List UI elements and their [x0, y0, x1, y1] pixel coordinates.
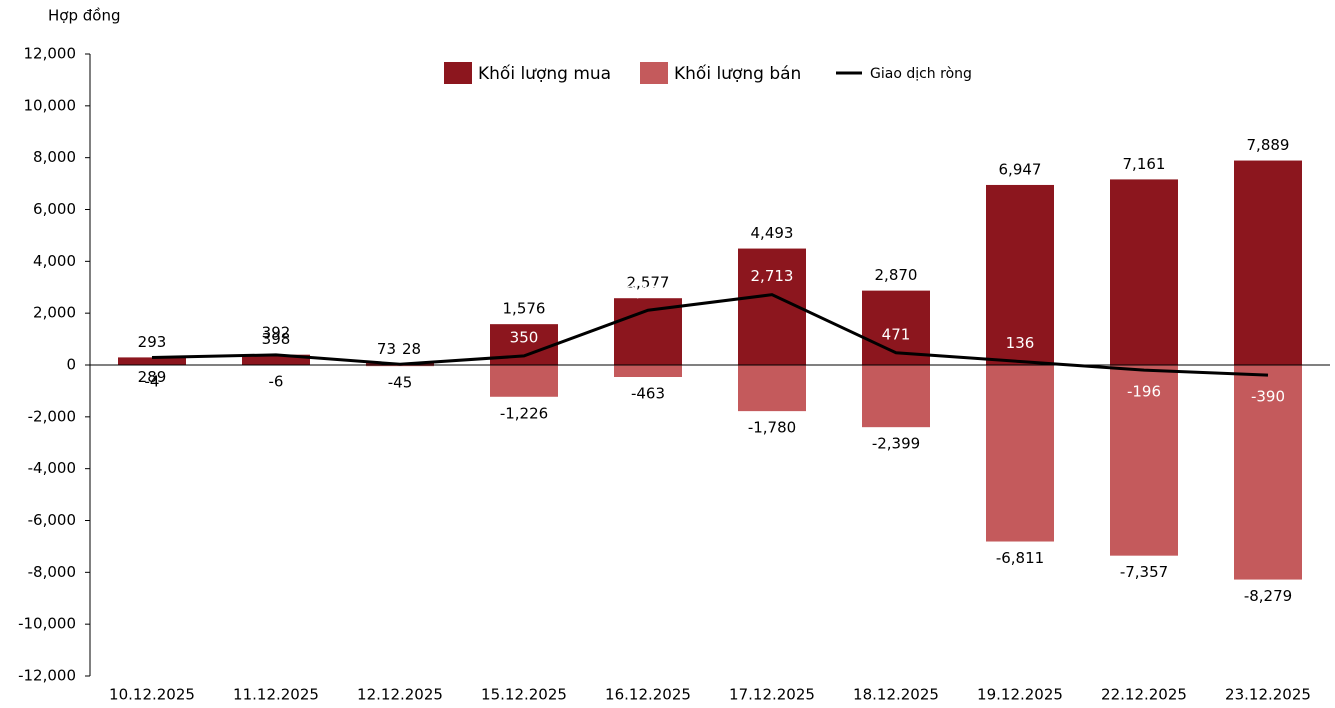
y-tick-label: -8,000	[28, 563, 76, 581]
net-label: -196	[1127, 383, 1161, 401]
net-label: -390	[1251, 388, 1285, 406]
data-label: -463	[631, 384, 665, 402]
legend-swatch	[640, 62, 668, 84]
x-tick-label: 22.12.2025	[1101, 686, 1187, 704]
legend-label: Khối lượng mua	[478, 63, 611, 84]
y-tick-label: 8,000	[33, 148, 76, 166]
x-tick-label: 23.12.2025	[1225, 686, 1311, 704]
x-tick-label: 10.12.2025	[109, 686, 195, 704]
net-line	[151, 293, 1269, 377]
y-tick-label: 6,000	[33, 200, 76, 218]
bar	[242, 354, 310, 365]
y-tick-label: 12,000	[24, 45, 77, 63]
bar	[1110, 179, 1178, 365]
bar	[986, 184, 1054, 365]
data-label: 7,889	[1247, 136, 1290, 154]
bar	[1234, 160, 1302, 365]
x-tick-label: 16.12.2025	[605, 686, 691, 704]
data-label: -7,357	[1120, 563, 1168, 581]
bar	[986, 365, 1054, 542]
y-tick-label: 4,000	[33, 252, 76, 270]
net-label: 350	[510, 328, 539, 346]
data-label: 4,493	[751, 224, 794, 242]
net-label: 2,114	[627, 283, 670, 301]
x-tick-label: 12.12.2025	[357, 686, 443, 704]
data-label: 2,870	[875, 266, 918, 284]
bar	[1234, 365, 1302, 580]
y-tick-label: 10,000	[24, 96, 77, 114]
net-label: 2,713	[751, 267, 794, 285]
bar	[118, 357, 186, 365]
data-label: -4	[145, 373, 160, 391]
data-label: -1,780	[748, 419, 796, 437]
legend-label: Khối lượng bán	[674, 63, 801, 84]
y-tick-label: -6,000	[28, 511, 76, 529]
x-tick-label: 11.12.2025	[233, 686, 319, 704]
data-label: -1,226	[500, 404, 548, 422]
data-label: 398	[262, 330, 291, 348]
bar	[490, 365, 558, 397]
y-axis-label: Hợp đồng	[48, 7, 120, 25]
net-label: 392	[262, 323, 291, 341]
y-tick-label: 0	[66, 356, 76, 374]
y-tick-label: -4,000	[28, 459, 76, 477]
data-label: 73	[377, 340, 396, 358]
legend-swatch	[444, 62, 472, 84]
x-tick-label: 19.12.2025	[977, 686, 1063, 704]
data-label: -6	[269, 373, 284, 391]
x-tick-label: 18.12.2025	[853, 686, 939, 704]
bar	[1110, 365, 1178, 556]
data-label: 1,576	[503, 300, 546, 318]
net-label: 28	[402, 340, 421, 358]
y-tick-label: -2,000	[28, 407, 76, 425]
x-tick-label: 17.12.2025	[729, 686, 815, 704]
x-tick-label: 15.12.2025	[481, 686, 567, 704]
bar	[614, 365, 682, 377]
data-label: -45	[388, 374, 413, 392]
data-label: 293	[138, 333, 167, 351]
legend-label: Giao dịch ròng	[870, 66, 972, 82]
data-label: 2,577	[627, 274, 670, 292]
net-label: 471	[882, 325, 911, 343]
y-tick-label: -10,000	[18, 615, 76, 633]
y-tick-label: -12,000	[18, 667, 76, 685]
net-label: 289	[138, 368, 167, 386]
data-label: -2,399	[872, 435, 920, 453]
y-tick-label: 2,000	[33, 304, 76, 322]
bar	[738, 365, 806, 412]
bar	[862, 365, 930, 428]
net-label: 136	[1006, 334, 1035, 352]
data-label: 6,947	[999, 160, 1042, 178]
data-label: -6,811	[996, 549, 1044, 567]
data-label: 7,161	[1123, 155, 1166, 173]
data-label: -8,279	[1244, 587, 1292, 605]
